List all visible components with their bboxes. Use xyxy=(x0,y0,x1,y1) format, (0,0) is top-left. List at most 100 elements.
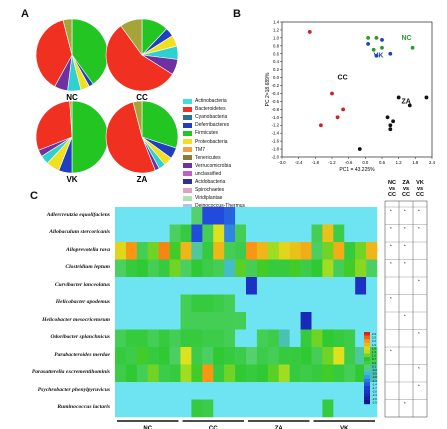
heatmap-cell xyxy=(333,259,345,278)
scale-tick-label: -2.9 xyxy=(372,400,377,404)
heatmap-cell xyxy=(169,382,181,400)
heatmap-cell xyxy=(366,312,378,330)
heatmap-cell xyxy=(158,294,170,313)
scale-tick-label: 1.0 xyxy=(372,354,376,358)
heatmap-cell xyxy=(202,242,214,260)
heatmap-cell xyxy=(224,312,236,330)
pie-label: CC xyxy=(136,93,148,102)
panel-a-label: A xyxy=(21,8,29,20)
heatmap-cell xyxy=(366,207,378,225)
heatmap-cell xyxy=(366,329,378,348)
y-tick-label: 0.2 xyxy=(273,67,280,72)
significance-mark: * xyxy=(418,384,420,389)
legend-label: unclassified xyxy=(195,170,222,177)
legend-item: Viridiplantae xyxy=(183,194,263,202)
heatmap-cell xyxy=(180,259,192,278)
heatmap-cell xyxy=(125,364,138,383)
legend-swatch xyxy=(183,195,192,201)
heatmap-cell xyxy=(180,207,192,225)
heatmap-cell xyxy=(202,347,214,365)
legend-item: Verrucomicrobia xyxy=(183,162,263,170)
x-tick-label: -1.2 xyxy=(328,160,336,165)
pie-slice xyxy=(105,101,156,174)
heatmap-cell xyxy=(311,259,323,278)
significance-mark: * xyxy=(404,226,406,231)
heatmap-cell xyxy=(202,364,214,383)
heatmap-cell xyxy=(191,277,203,295)
heatmap-cell xyxy=(224,224,236,243)
heatmap-cell xyxy=(344,347,356,365)
heatmap-cell xyxy=(224,399,236,418)
heatmap-cell xyxy=(300,277,312,295)
legend-label: Actinobacteria xyxy=(195,98,227,105)
heatmap-cell xyxy=(267,207,280,225)
comparison-header: CC xyxy=(388,192,396,198)
heatmap-cell xyxy=(355,312,367,330)
heatmap-cell xyxy=(355,242,367,260)
scale-swatch xyxy=(364,389,370,394)
heatmap-cell xyxy=(267,347,280,365)
heatmap-cell xyxy=(322,382,334,400)
heatmap-cell xyxy=(115,277,127,295)
heatmap-cell xyxy=(333,382,345,400)
group-label: CC xyxy=(209,426,218,429)
scatter-point xyxy=(407,103,412,108)
heatmap-cell xyxy=(246,329,258,348)
pca-plot: -3.0 -2.4 -1.8 -1.2 -0.6 0.0 0.6 1.2 1.8 2.4 1.4 1.… xyxy=(265,20,436,174)
heatmap-cell xyxy=(278,364,290,383)
scatter-point xyxy=(357,147,362,151)
significance-mark: * xyxy=(390,226,392,231)
heatmap-cell xyxy=(115,242,127,260)
heatmap-cell xyxy=(300,207,312,225)
heatmap-cell xyxy=(125,399,138,418)
heatmap-cell xyxy=(267,312,280,330)
heatmap-cell xyxy=(115,312,127,330)
heatmap-cell xyxy=(235,382,247,400)
heatmap-cell xyxy=(115,382,127,400)
scatter-point xyxy=(380,37,384,42)
heatmap-cell xyxy=(311,294,323,313)
heatmap-cell xyxy=(158,364,170,383)
heatmap-cell xyxy=(344,312,356,330)
heatmap-cell xyxy=(289,364,301,383)
pie-slice xyxy=(69,100,73,138)
heatmap-cell xyxy=(136,347,149,365)
heatmap-cell xyxy=(333,294,345,313)
y-tick-label: -2.0 xyxy=(272,155,280,160)
pie-slice xyxy=(132,100,143,138)
scatter-point xyxy=(374,53,379,58)
heatmap-cell xyxy=(235,259,247,278)
y-tick-label: 1.0 xyxy=(273,35,280,40)
heatmap-cell xyxy=(355,259,367,278)
legend-swatch xyxy=(183,139,192,145)
heatmap-cell xyxy=(246,294,258,313)
comparison-header: ZA xyxy=(402,180,409,186)
heatmap-cell xyxy=(180,382,192,400)
heatmap-cell xyxy=(256,224,269,243)
y-tick-label: -0.4 xyxy=(272,91,280,96)
heatmap-cell xyxy=(366,277,378,295)
significance-mark: * xyxy=(418,279,420,284)
heatmap-cell xyxy=(191,399,203,418)
panel-c-label: C xyxy=(30,190,38,202)
heatmap-cell xyxy=(300,364,312,383)
scale-swatch xyxy=(364,378,370,383)
heatmap-cell xyxy=(169,242,181,260)
heatmap-cell xyxy=(311,382,323,400)
comparison-header: vs xyxy=(389,186,395,192)
scatter-point xyxy=(307,30,312,34)
heatmap-cell xyxy=(136,294,149,313)
heatmap-cell xyxy=(169,364,181,383)
heatmap-cell xyxy=(256,259,269,278)
heatmap-cell xyxy=(322,329,334,348)
heatmap-cell xyxy=(202,277,214,295)
heatmap-cell xyxy=(213,259,225,278)
heatmap-cell xyxy=(191,259,203,278)
heatmap-cell xyxy=(147,329,159,348)
pie-slice xyxy=(120,18,143,56)
heatmap-cell xyxy=(289,277,301,295)
heatmap-cell xyxy=(278,259,290,278)
heatmap-cell xyxy=(125,207,138,225)
scale-swatch xyxy=(364,342,370,347)
